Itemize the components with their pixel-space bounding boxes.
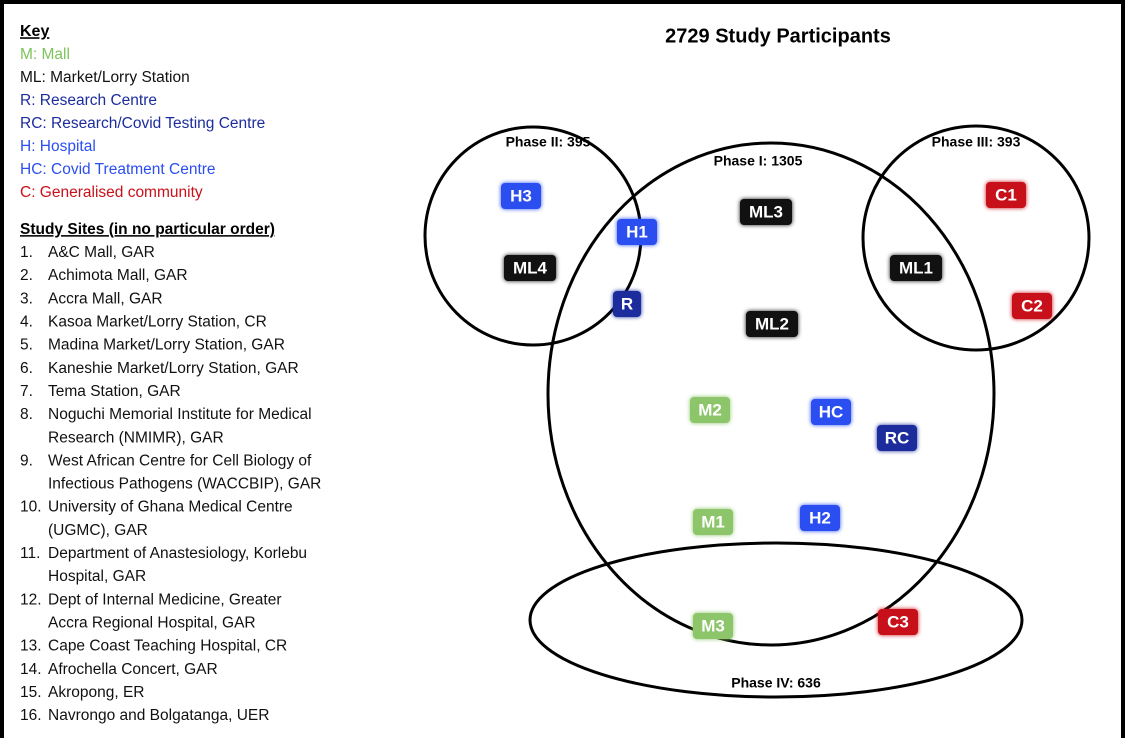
site-name: A&C Mall, GAR [48,244,155,261]
site-badge-label: M3 [701,616,725,635]
site-name: Akropong, ER [48,684,145,701]
site-name: West African Centre for Cell Biology of [48,452,312,469]
site-name: Infectious Pathogens (WACCBIP), GAR [48,476,321,493]
site-badge-label: RC [885,428,910,447]
site-name: Achimota Mall, GAR [48,267,188,284]
site-number: 16. [20,707,42,724]
site-number: 12. [20,591,42,608]
site-badge [800,505,840,531]
diagram-title: 2729 Study Participants [665,25,891,47]
sites-title: Study Sites (in no particular order) [20,221,275,238]
site-badge-label: C2 [1021,296,1043,315]
site-badge-label: ML1 [899,258,933,277]
site-badge-label: C3 [887,612,909,631]
key-title: Key [20,23,49,40]
site-badge [878,609,918,635]
site-badge [740,199,792,225]
site-name: Madina Market/Lorry Station, GAR [48,337,285,354]
site-number: 4. [20,314,33,331]
site-number: 11. [20,545,40,562]
key-item: M: Mall [20,46,70,63]
site-badge [613,291,641,317]
phase-label: Phase III: 393 [932,134,1021,150]
site-badge [617,219,657,245]
site-name: Hospital, GAR [48,568,146,585]
site-badge-label: HC [819,402,844,421]
site-badge [746,311,798,337]
site-number: 14. [20,661,42,678]
phase-i-circle [546,141,996,647]
site-number: 13. [20,638,42,655]
site-badge-label: ML2 [755,314,789,333]
site-name: (UGMC), GAR [48,522,148,539]
site-number: 1. [20,244,33,261]
phase-label: Phase I: 1305 [714,153,803,169]
site-badge [986,182,1026,208]
site-name: Accra Mall, GAR [48,290,163,307]
site-number: 7. [20,383,33,400]
site-badge [690,397,730,423]
site-name: Dept of Internal Medicine, Greater [48,591,281,608]
site-badge [693,613,733,639]
key-item: R: Research Centre [20,92,157,109]
site-number: 8. [20,406,33,423]
site-number: 2. [20,267,33,284]
site-name: Department of Anastesiology, Korlebu [48,545,307,562]
site-badge [501,183,541,209]
site-badge-label: ML4 [513,258,548,277]
site-badge-label: H3 [510,186,532,205]
phase-label: Phase II: 395 [506,134,591,150]
key-item: C: Generalised community [20,184,203,201]
site-name: Cape Coast Teaching Hospital, CR [48,638,287,655]
key-item: RC: Research/Covid Testing Centre [20,115,265,132]
site-number: 15. [20,684,42,701]
site-badge [504,255,556,281]
site-badge-label: R [621,294,633,313]
site-badge-label: H2 [809,508,831,527]
phase-label: Phase IV: 636 [731,675,821,691]
site-name: University of Ghana Medical Centre [48,499,293,516]
site-badge [811,399,851,425]
site-name: Accra Regional Hospital, GAR [48,614,256,631]
phase-iv-ellipse [528,541,1024,699]
site-badge [890,255,942,281]
site-number: 5. [20,337,33,354]
phase-iii-circle [861,124,1091,352]
site-badge [693,509,733,535]
site-number: 10. [20,499,42,516]
site-name: Afrochella Concert, GAR [48,661,218,678]
site-number: 9. [20,452,33,469]
key-item: HC: Covid Treatment Centre [20,161,216,178]
site-badge-label: ML3 [749,202,783,221]
site-badge-label: M1 [701,512,725,531]
site-name: Kaneshie Market/Lorry Station, GAR [48,360,299,377]
site-badge-label: M2 [698,400,722,419]
site-number: 6. [20,360,33,377]
site-badge-label: C1 [995,185,1017,204]
site-name: Noguchi Memorial Institute for Medical [48,406,312,423]
site-badge-label: H1 [626,222,648,241]
site-name: Kasoa Market/Lorry Station, CR [48,314,267,331]
key-item: ML: Market/Lorry Station [20,69,190,86]
site-name: Tema Station, GAR [48,383,181,400]
site-badge [877,425,917,451]
site-number: 3. [20,290,33,307]
key-item: H: Hospital [20,138,96,155]
site-name: Research (NMIMR), GAR [48,429,224,446]
site-badge [1012,293,1052,319]
site-name: Navrongo and Bolgatanga, UER [48,707,269,724]
